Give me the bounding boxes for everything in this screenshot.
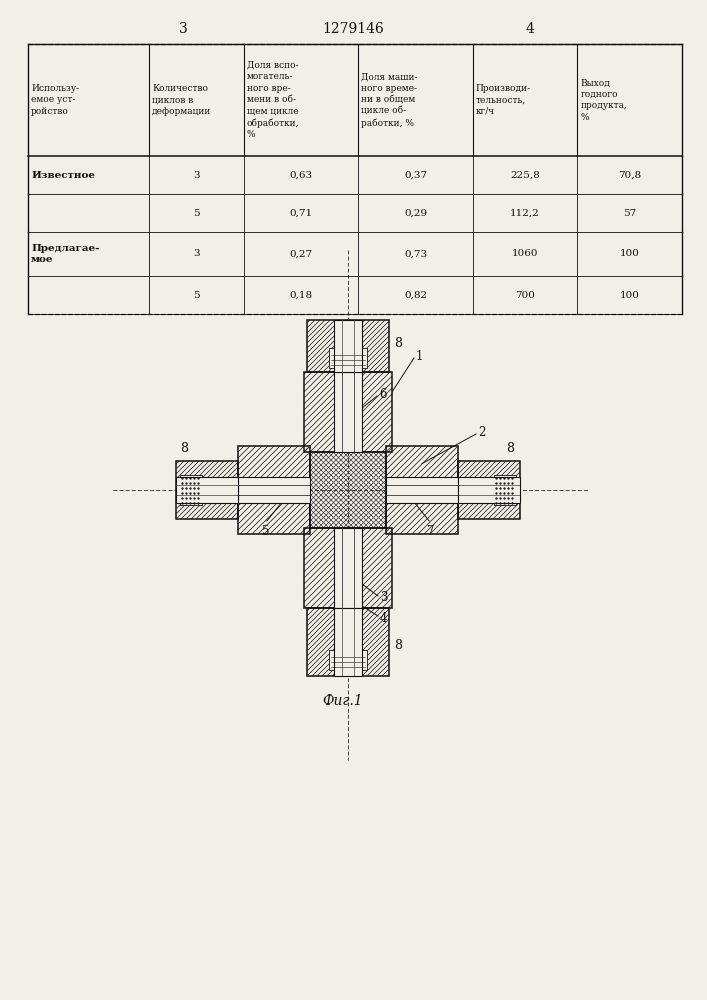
Bar	[334, 608, 362, 676]
Bar	[329, 650, 367, 670]
Bar	[238, 446, 310, 534]
Text: 4: 4	[380, 611, 387, 624]
Bar	[307, 320, 389, 372]
Text: Использу-
емое уст-
ройство: Использу- емое уст- ройство	[31, 84, 79, 116]
Text: 700: 700	[515, 290, 535, 300]
Text: 2: 2	[478, 426, 486, 438]
Text: 7: 7	[427, 525, 434, 538]
Text: 8: 8	[394, 639, 402, 652]
Bar	[310, 452, 386, 528]
Text: 3: 3	[179, 22, 187, 36]
Text: Производи-
тельность,
кг/ч: Производи- тельность, кг/ч	[476, 84, 531, 116]
Bar	[334, 528, 362, 608]
Text: Количество
циклов в
деформации: Количество циклов в деформации	[152, 84, 211, 116]
Text: 0,18: 0,18	[289, 290, 312, 300]
Text: Предлагае-
мое: Предлагае- мое	[31, 244, 100, 264]
Bar	[494, 475, 516, 505]
Bar	[304, 528, 392, 608]
Bar	[386, 477, 458, 503]
Bar	[329, 348, 367, 368]
Text: 3: 3	[380, 591, 387, 604]
Text: Фиг.1: Фиг.1	[322, 694, 363, 708]
Bar	[176, 461, 238, 519]
Text: 5: 5	[193, 290, 199, 300]
Text: 1: 1	[416, 350, 423, 362]
Bar	[307, 608, 389, 676]
Text: 0,37: 0,37	[404, 170, 427, 180]
Text: 6: 6	[379, 388, 387, 401]
Text: 100: 100	[620, 290, 640, 300]
Bar	[180, 475, 202, 505]
Text: 57: 57	[623, 209, 636, 218]
Bar	[238, 477, 310, 503]
Text: 1279146: 1279146	[322, 22, 384, 36]
Text: 0,29: 0,29	[404, 209, 427, 218]
Text: Доля маши-
ного време-
ни в общем
цикле об-
работки, %: Доля маши- ного време- ни в общем цикле …	[361, 72, 418, 128]
Bar	[334, 372, 362, 452]
Text: 8: 8	[506, 442, 514, 455]
Text: 70,8: 70,8	[618, 170, 641, 180]
Bar	[176, 477, 238, 503]
Bar	[458, 461, 520, 519]
Text: Известное: Известное	[31, 170, 95, 180]
Text: Выход
годного
продукта,
%: Выход годного продукта, %	[580, 78, 627, 122]
Text: Доля вспо-
могатель-
ного вре-
мени в об-
щем цикле
обработки,
%: Доля вспо- могатель- ного вре- мени в об…	[247, 61, 299, 139]
Text: 5: 5	[262, 525, 269, 538]
Text: 0,27: 0,27	[289, 249, 312, 258]
Bar	[334, 320, 362, 372]
Text: 3: 3	[193, 249, 199, 258]
Text: 8: 8	[180, 442, 188, 455]
Text: 0,71: 0,71	[289, 209, 312, 218]
Text: 225,8: 225,8	[510, 170, 540, 180]
Text: 4: 4	[525, 22, 534, 36]
Text: 0,63: 0,63	[289, 170, 312, 180]
Text: 0,82: 0,82	[404, 290, 427, 300]
Text: 100: 100	[620, 249, 640, 258]
Text: 8: 8	[394, 337, 402, 350]
Text: 112,2: 112,2	[510, 209, 540, 218]
Bar	[304, 372, 392, 452]
Text: 3: 3	[193, 170, 199, 180]
Bar	[386, 446, 458, 534]
Bar	[458, 477, 520, 503]
Text: 1060: 1060	[512, 249, 538, 258]
Text: 0,73: 0,73	[404, 249, 427, 258]
Text: 5: 5	[193, 209, 199, 218]
